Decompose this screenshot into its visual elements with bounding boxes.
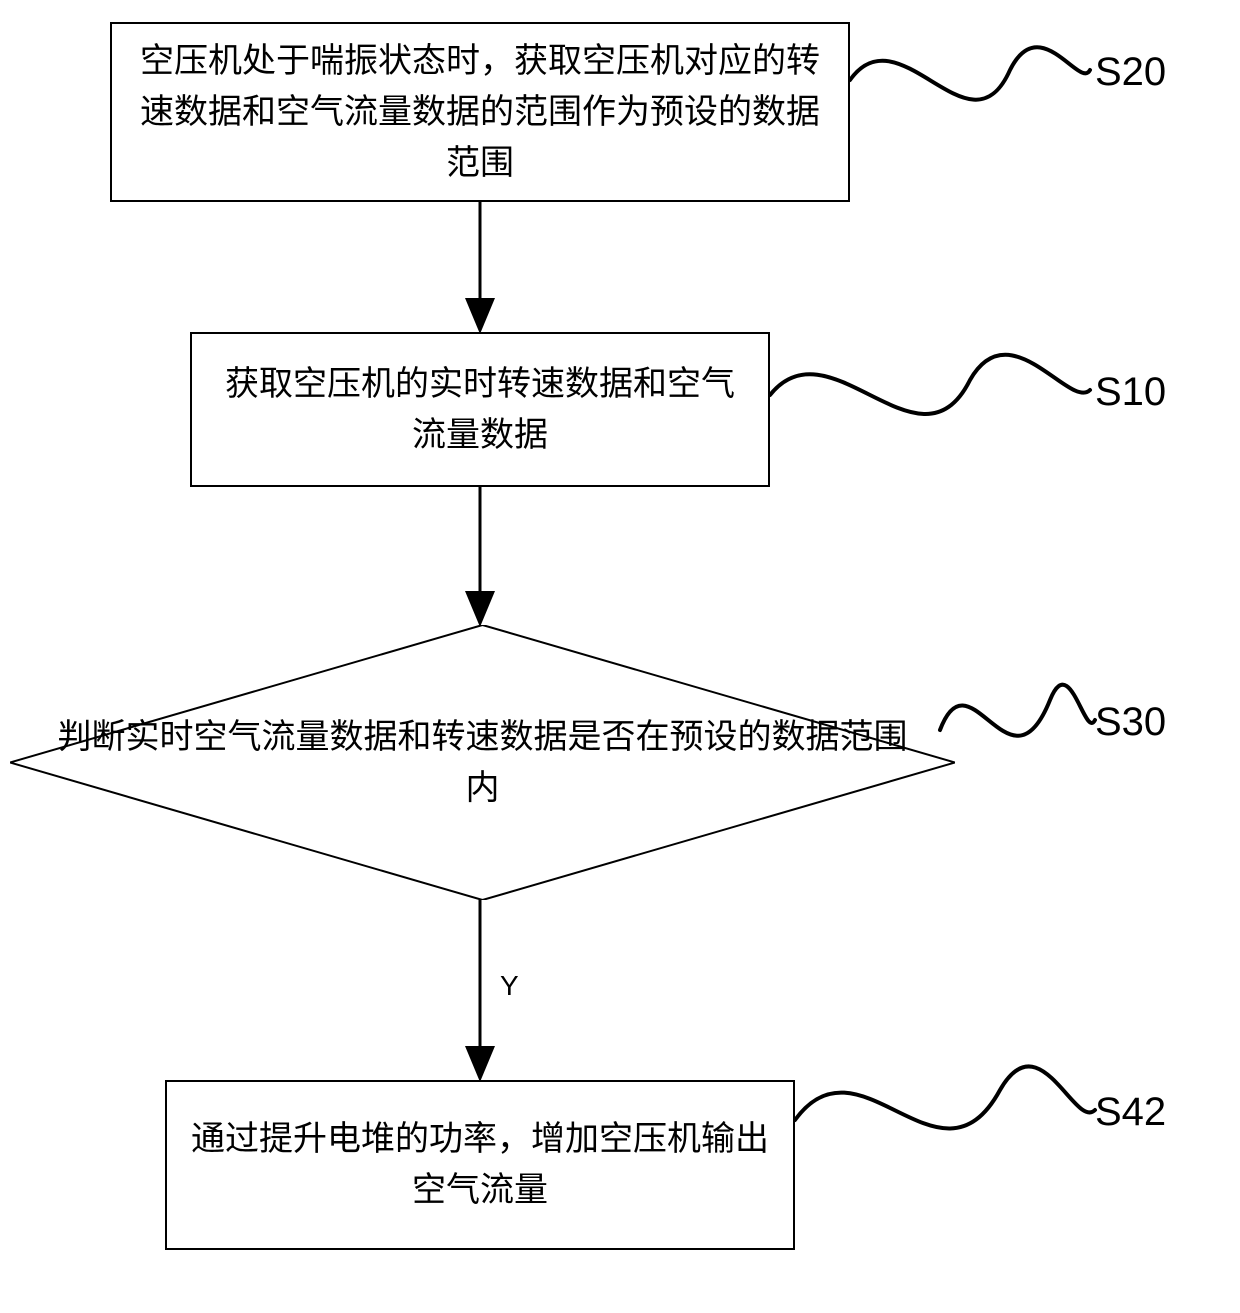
decision-s30-text: 判断实时空气流量数据和转速数据是否在预设的数据范围内 [50, 712, 915, 814]
step-s42: 通过提升电堆的功率，增加空压机输出空气流量 [165, 1080, 795, 1250]
step-s42-text: 通过提升电堆的功率，增加空压机输出空气流量 [187, 1114, 773, 1216]
step-s10: 获取空压机的实时转速数据和空气流量数据 [190, 332, 770, 487]
step-s10-text: 获取空压机的实时转速数据和空气流量数据 [212, 359, 748, 461]
decision-s30: 判断实时空气流量数据和转速数据是否在预设的数据范围内 [10, 625, 955, 900]
label-s10: S10 [1095, 370, 1166, 415]
label-s42: S42 [1095, 1090, 1166, 1135]
step-s20: 空压机处于喘振状态时，获取空压机对应的转速数据和空气流量数据的范围作为预设的数据… [110, 22, 850, 202]
flowchart-canvas: 空压机处于喘振状态时，获取空压机对应的转速数据和空气流量数据的范围作为预设的数据… [0, 0, 1240, 1313]
label-s20: S20 [1095, 50, 1166, 95]
edge-label-y: Y [500, 970, 519, 1002]
step-s20-text: 空压机处于喘振状态时，获取空压机对应的转速数据和空气流量数据的范围作为预设的数据… [132, 36, 828, 189]
label-s30: S30 [1095, 700, 1166, 745]
